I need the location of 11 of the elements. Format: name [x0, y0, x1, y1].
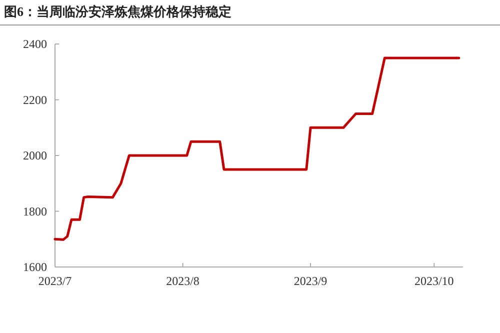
x-tick-label: 2023/8	[166, 274, 200, 288]
line-series	[54, 56, 460, 241]
y-tick-label: 2000	[23, 148, 47, 163]
chart-title: 图6：当周临汾安泽炼焦煤价格保持稳定	[4, 4, 232, 19]
x-tick-label: 2023/7	[38, 274, 72, 288]
y-tick-label: 1600	[23, 260, 47, 274]
x-tick-label: 2023/9	[294, 274, 328, 288]
y-tick-label: 2400	[23, 37, 47, 52]
x-tick-label: 2023/10	[414, 274, 454, 288]
y-tick-label: 2200	[23, 92, 47, 107]
y-tick-label: 1800	[23, 204, 47, 218]
